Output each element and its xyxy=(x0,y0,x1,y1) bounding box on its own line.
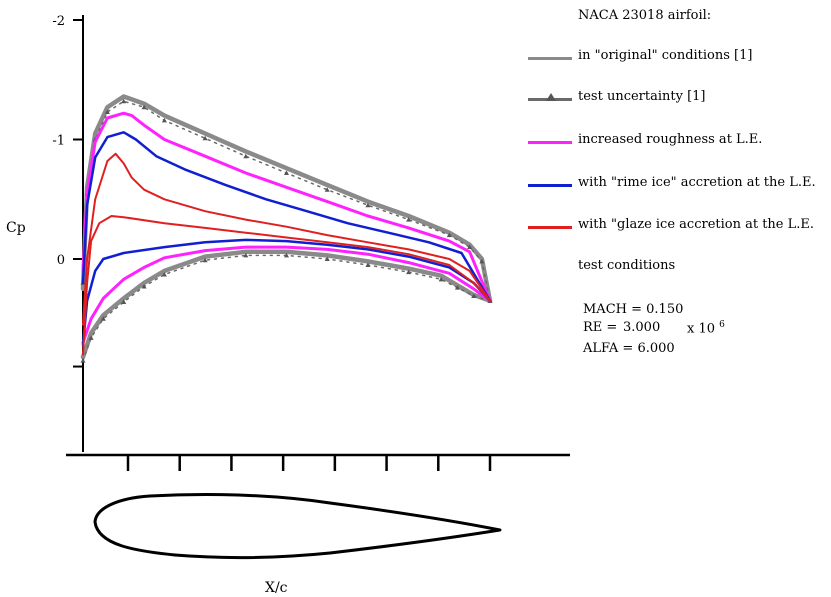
uncertainty-marker-lower-10 xyxy=(365,262,371,267)
uncertainty-marker-upper-5 xyxy=(141,104,147,110)
uncertainty-marker-upper-11 xyxy=(365,202,371,208)
series-0-upper-curve xyxy=(80,94,493,304)
uncertainty-marker-lower-9 xyxy=(324,256,330,261)
airfoil-shape xyxy=(93,492,502,559)
uncertainty-marker-upper-6 xyxy=(161,117,167,123)
chart-title: NACA 23018 airfoil: xyxy=(578,8,712,23)
uncertainty-marker-lower-3 xyxy=(121,299,127,305)
uncertainty-marker-upper-13 xyxy=(446,232,452,238)
legend-swatch-glaze-ice xyxy=(528,226,572,229)
uncertainty-marker-lower-7 xyxy=(243,252,249,258)
legend: NACA 23018 airfoil: in "original" condit… xyxy=(520,0,831,380)
series-4-lower-curve xyxy=(82,215,491,356)
re-exponent: x 10 6 xyxy=(687,320,725,336)
legend-item-original: in "original" conditions [1] xyxy=(520,48,831,68)
re-row: RE = 3.000 x 10 6 xyxy=(583,320,783,338)
series-4-upper-curve xyxy=(82,152,491,326)
uncertainty-marker-lower-14 xyxy=(471,293,477,299)
legend-item-glaze-ice: with "glaze ice accretion at the L.E. xyxy=(520,217,831,237)
legend-item-uncertainty: test uncertainty [1] xyxy=(520,89,831,109)
uncertainty-marker-lower-1 xyxy=(88,335,94,340)
series-3-lower-curve xyxy=(81,238,492,347)
legend-swatch-roughness xyxy=(528,141,572,144)
uncertainty-marker-upper-4 xyxy=(121,98,127,104)
legend-label: with "rime ice" accretion at the L.E. xyxy=(578,175,816,190)
legend-label: test uncertainty [1] xyxy=(578,89,706,104)
legend-swatch-original xyxy=(528,57,572,60)
y-tick-label-1: -1 xyxy=(52,134,65,149)
legend-item-roughness: increased roughness at L.E. xyxy=(520,132,831,152)
uncertainty-marker-lower-5 xyxy=(161,272,167,277)
uncertainty-marker-upper-8 xyxy=(243,153,249,159)
legend-item-rime-ice: with "rime ice" accretion at the L.E. xyxy=(520,175,831,195)
legend-swatch-uncertainty xyxy=(528,93,572,101)
chart-axes: -2 -1 0 xyxy=(52,14,570,471)
alfa-value: ALFA = 6.000 xyxy=(583,341,675,356)
airfoil-outline xyxy=(93,492,502,559)
series-1-upper-curve xyxy=(82,100,491,302)
series-2-lower-curve xyxy=(81,245,492,345)
uncertainty-marker-upper-7 xyxy=(202,135,208,141)
x-axis-label: X/c xyxy=(265,580,288,596)
legend-label: with "glaze ice accretion at the L.E. xyxy=(578,217,815,232)
series-3 xyxy=(81,131,492,347)
uncertainty-marker-upper-3 xyxy=(104,109,110,115)
series-2-upper-curve xyxy=(81,111,492,303)
uncertainty-marker-upper-10 xyxy=(324,187,330,192)
chart-series-layer xyxy=(80,94,493,363)
y-tick-label-0: -2 xyxy=(52,14,65,29)
series-1 xyxy=(80,98,493,363)
series-3-upper-curve xyxy=(81,131,492,303)
uncertainty-marker-lower-4 xyxy=(141,283,147,289)
re-exponent-base: x 10 xyxy=(687,321,716,337)
test-conditions-title: test conditions xyxy=(578,258,676,273)
y-axis-label: Cp xyxy=(6,220,26,236)
uncertainty-marker-lower-8 xyxy=(284,252,289,258)
uncertainty-marker-lower-11 xyxy=(406,269,412,275)
uncertainty-marker-lower-12 xyxy=(438,276,444,282)
re-exponent-power: 6 xyxy=(719,320,725,330)
uncertainty-marker-lower-6 xyxy=(202,257,208,263)
uncertainty-marker-upper-15 xyxy=(479,258,485,264)
uncertainty-marker-lower-0 xyxy=(80,358,86,363)
legend-label: in "original" conditions [1] xyxy=(578,48,753,63)
uncertainty-marker-lower-13 xyxy=(454,285,460,290)
mach-value: MACH = 0.150 xyxy=(583,302,684,317)
series-1-lower-curve xyxy=(82,254,491,362)
re-label: RE = xyxy=(583,320,618,335)
series-0-lower-curve xyxy=(80,249,493,360)
legend-swatch-rime-ice xyxy=(528,184,572,187)
series-0 xyxy=(80,94,493,360)
uncertainty-marker-lower-2 xyxy=(100,316,106,321)
re-value: 3.000 xyxy=(623,320,661,335)
uncertainty-marker-upper-14 xyxy=(467,244,473,250)
y-tick-label-2: 0 xyxy=(57,253,65,268)
legend-label: increased roughness at L.E. xyxy=(578,132,763,147)
series-4 xyxy=(82,152,491,356)
uncertainty-marker-upper-12 xyxy=(406,217,412,222)
legend-marker-icon xyxy=(546,93,556,101)
uncertainty-marker-upper-9 xyxy=(284,170,289,175)
series-2 xyxy=(81,111,492,345)
